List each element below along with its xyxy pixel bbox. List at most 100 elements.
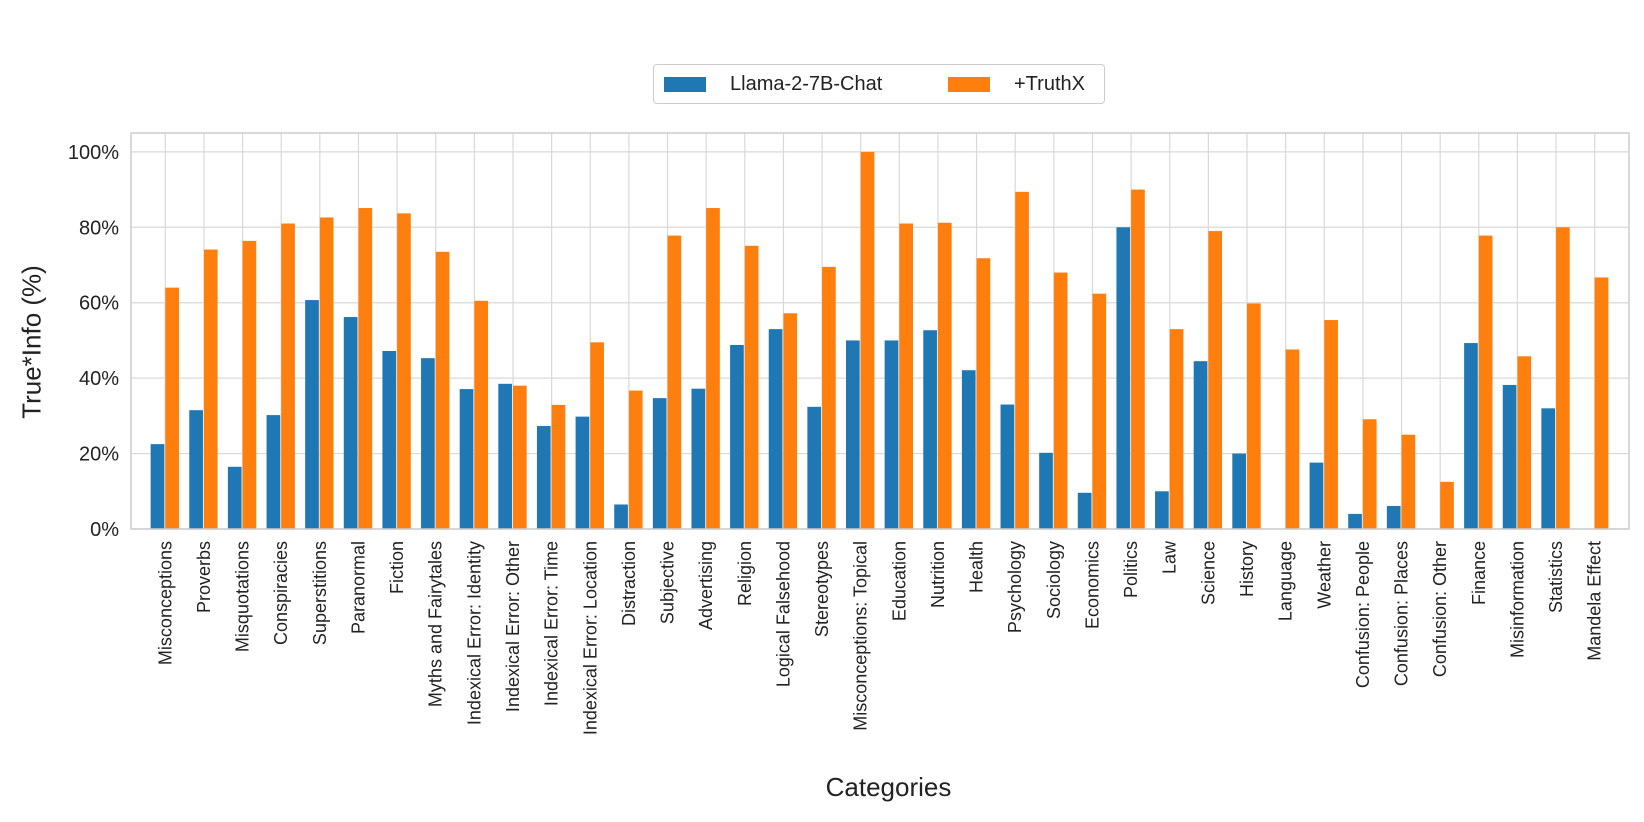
x-tick-label: Advertising <box>696 541 716 630</box>
bar-llama-30 <box>1309 462 1324 529</box>
x-tick-label: Science <box>1198 541 1218 605</box>
x-tick-label: Distraction <box>619 541 639 626</box>
bar-llama-20 <box>923 330 937 529</box>
bar-llama-22 <box>1000 404 1015 529</box>
bar-llama-10 <box>536 426 551 529</box>
bar-truthx-24 <box>1092 293 1107 529</box>
bar-llama-27 <box>1193 361 1208 529</box>
x-tick-label: Indexical Error: Identity <box>464 541 484 725</box>
bar-truthx-35 <box>1517 356 1532 529</box>
bar-truthx-9 <box>513 385 527 529</box>
x-tick-label: Misinformation <box>1507 541 1527 658</box>
bar-truthx-22 <box>1015 191 1029 529</box>
x-tick-label: Confusion: Other <box>1430 541 1450 677</box>
bar-llama-23 <box>1039 452 1053 529</box>
y-tick-label: 80% <box>79 217 119 239</box>
legend: Llama-2-7B-Chat +TruthX <box>653 64 1105 104</box>
bar-llama-24 <box>1077 492 1092 529</box>
x-tick-label: Statistics <box>1546 541 1566 613</box>
x-tick-label: Sociology <box>1044 541 1064 619</box>
bar-llama-18 <box>846 340 860 529</box>
y-tick-labels: 0% 20% 40% 60% 80% 100% <box>68 142 119 541</box>
bar-llama-12 <box>614 504 628 529</box>
x-tick-label: Confusion: Places <box>1392 541 1412 686</box>
x-tick-label: Paranormal <box>348 541 368 634</box>
bar-truthx-15 <box>744 245 759 529</box>
bar-llama-0 <box>150 444 165 529</box>
bar-truthx-36 <box>1556 227 1570 530</box>
bar-truthx-27 <box>1208 231 1223 530</box>
bar-truthx-4 <box>319 217 334 530</box>
bar-llama-32 <box>1386 505 1401 529</box>
x-tick-label: Indexical Error: Location <box>580 541 600 735</box>
x-tick-label: Indexical Error: Other <box>503 541 523 712</box>
bar-truthx-17 <box>822 266 836 529</box>
bar-truthx-29 <box>1285 349 1300 529</box>
x-tick-label: Logical Falsehood <box>773 541 793 687</box>
bar-truthx-25 <box>1131 189 1145 530</box>
bar-llama-1 <box>189 410 203 529</box>
x-tick-label: Subjective <box>658 541 678 624</box>
bar-llama-36 <box>1541 408 1556 529</box>
x-tick-label: Confusion: People <box>1353 541 1373 688</box>
bar-truthx-32 <box>1401 434 1416 529</box>
bar-llama-21 <box>961 370 976 529</box>
x-tick-label: Misquotations <box>233 541 253 652</box>
x-tick-label: Conspiracies <box>271 541 291 645</box>
x-tick-label: Health <box>967 541 987 593</box>
bar-llama-11 <box>575 416 590 529</box>
bar-llama-19 <box>884 340 899 529</box>
bar-llama-8 <box>459 389 474 529</box>
legend-item-llama: Llama-2-7B-Chat <box>664 65 882 103</box>
x-tick-label: History <box>1237 541 1257 597</box>
bar-truthx-8 <box>474 300 489 529</box>
legend-label-llama: Llama-2-7B-Chat <box>730 72 883 95</box>
bar-truthx-5 <box>358 208 373 529</box>
bar-llama-25 <box>1116 227 1131 530</box>
bar-llama-31 <box>1348 513 1362 529</box>
bars <box>150 151 1609 530</box>
bar-truthx-18 <box>860 151 875 529</box>
bar-llama-7 <box>421 358 435 529</box>
bar-truthx-10 <box>551 404 566 529</box>
bar-truthx-16 <box>783 313 798 529</box>
x-tick-label: Indexical Error: Time <box>542 541 562 706</box>
bar-truthx-11 <box>590 342 604 529</box>
bar-llama-6 <box>382 350 397 529</box>
x-tick-label: Law <box>1160 540 1180 574</box>
x-tick-label: Mandela Effect <box>1585 541 1605 661</box>
bar-truthx-37 <box>1594 277 1609 529</box>
bar-truthx-31 <box>1362 419 1377 529</box>
bar-truthx-14 <box>706 208 720 529</box>
x-tick-label: Language <box>1276 541 1296 621</box>
bar-llama-35 <box>1502 384 1517 529</box>
bar-truthx-2 <box>242 240 257 529</box>
bar-truthx-3 <box>281 223 295 529</box>
x-tick-label: Religion <box>735 541 755 606</box>
x-tick-labels: Misconceptions Proverbs Misquotations Consp… <box>155 540 1604 735</box>
bar-truthx-19 <box>899 223 913 529</box>
y-tick-label: 100% <box>68 142 119 164</box>
x-tick-label: Superstitions <box>310 541 330 645</box>
bar-truthx-6 <box>397 213 411 529</box>
bar-truthx-1 <box>203 249 218 529</box>
bar-truthx-7 <box>435 251 450 530</box>
y-tick-label: 60% <box>79 293 119 315</box>
bar-llama-14 <box>691 388 706 529</box>
bar-truthx-28 <box>1247 303 1261 529</box>
x-tick-label: Fiction <box>387 541 407 594</box>
x-tick-label: Weather <box>1314 541 1334 609</box>
bar-llama-17 <box>807 406 822 529</box>
bar-llama-2 <box>227 466 242 529</box>
y-tick-label: 0% <box>90 519 119 541</box>
bar-truthx-33 <box>1440 481 1454 529</box>
bar-llama-5 <box>343 317 358 529</box>
bar-truthx-0 <box>165 287 179 529</box>
legend-label-truthx: +TruthX <box>1014 72 1085 95</box>
legend-swatch-llama <box>664 76 706 92</box>
bar-llama-4 <box>305 300 319 529</box>
x-tick-label: Psychology <box>1005 541 1025 633</box>
x-tick-label: Education <box>889 541 909 621</box>
x-tick-label: Finance <box>1469 541 1489 605</box>
